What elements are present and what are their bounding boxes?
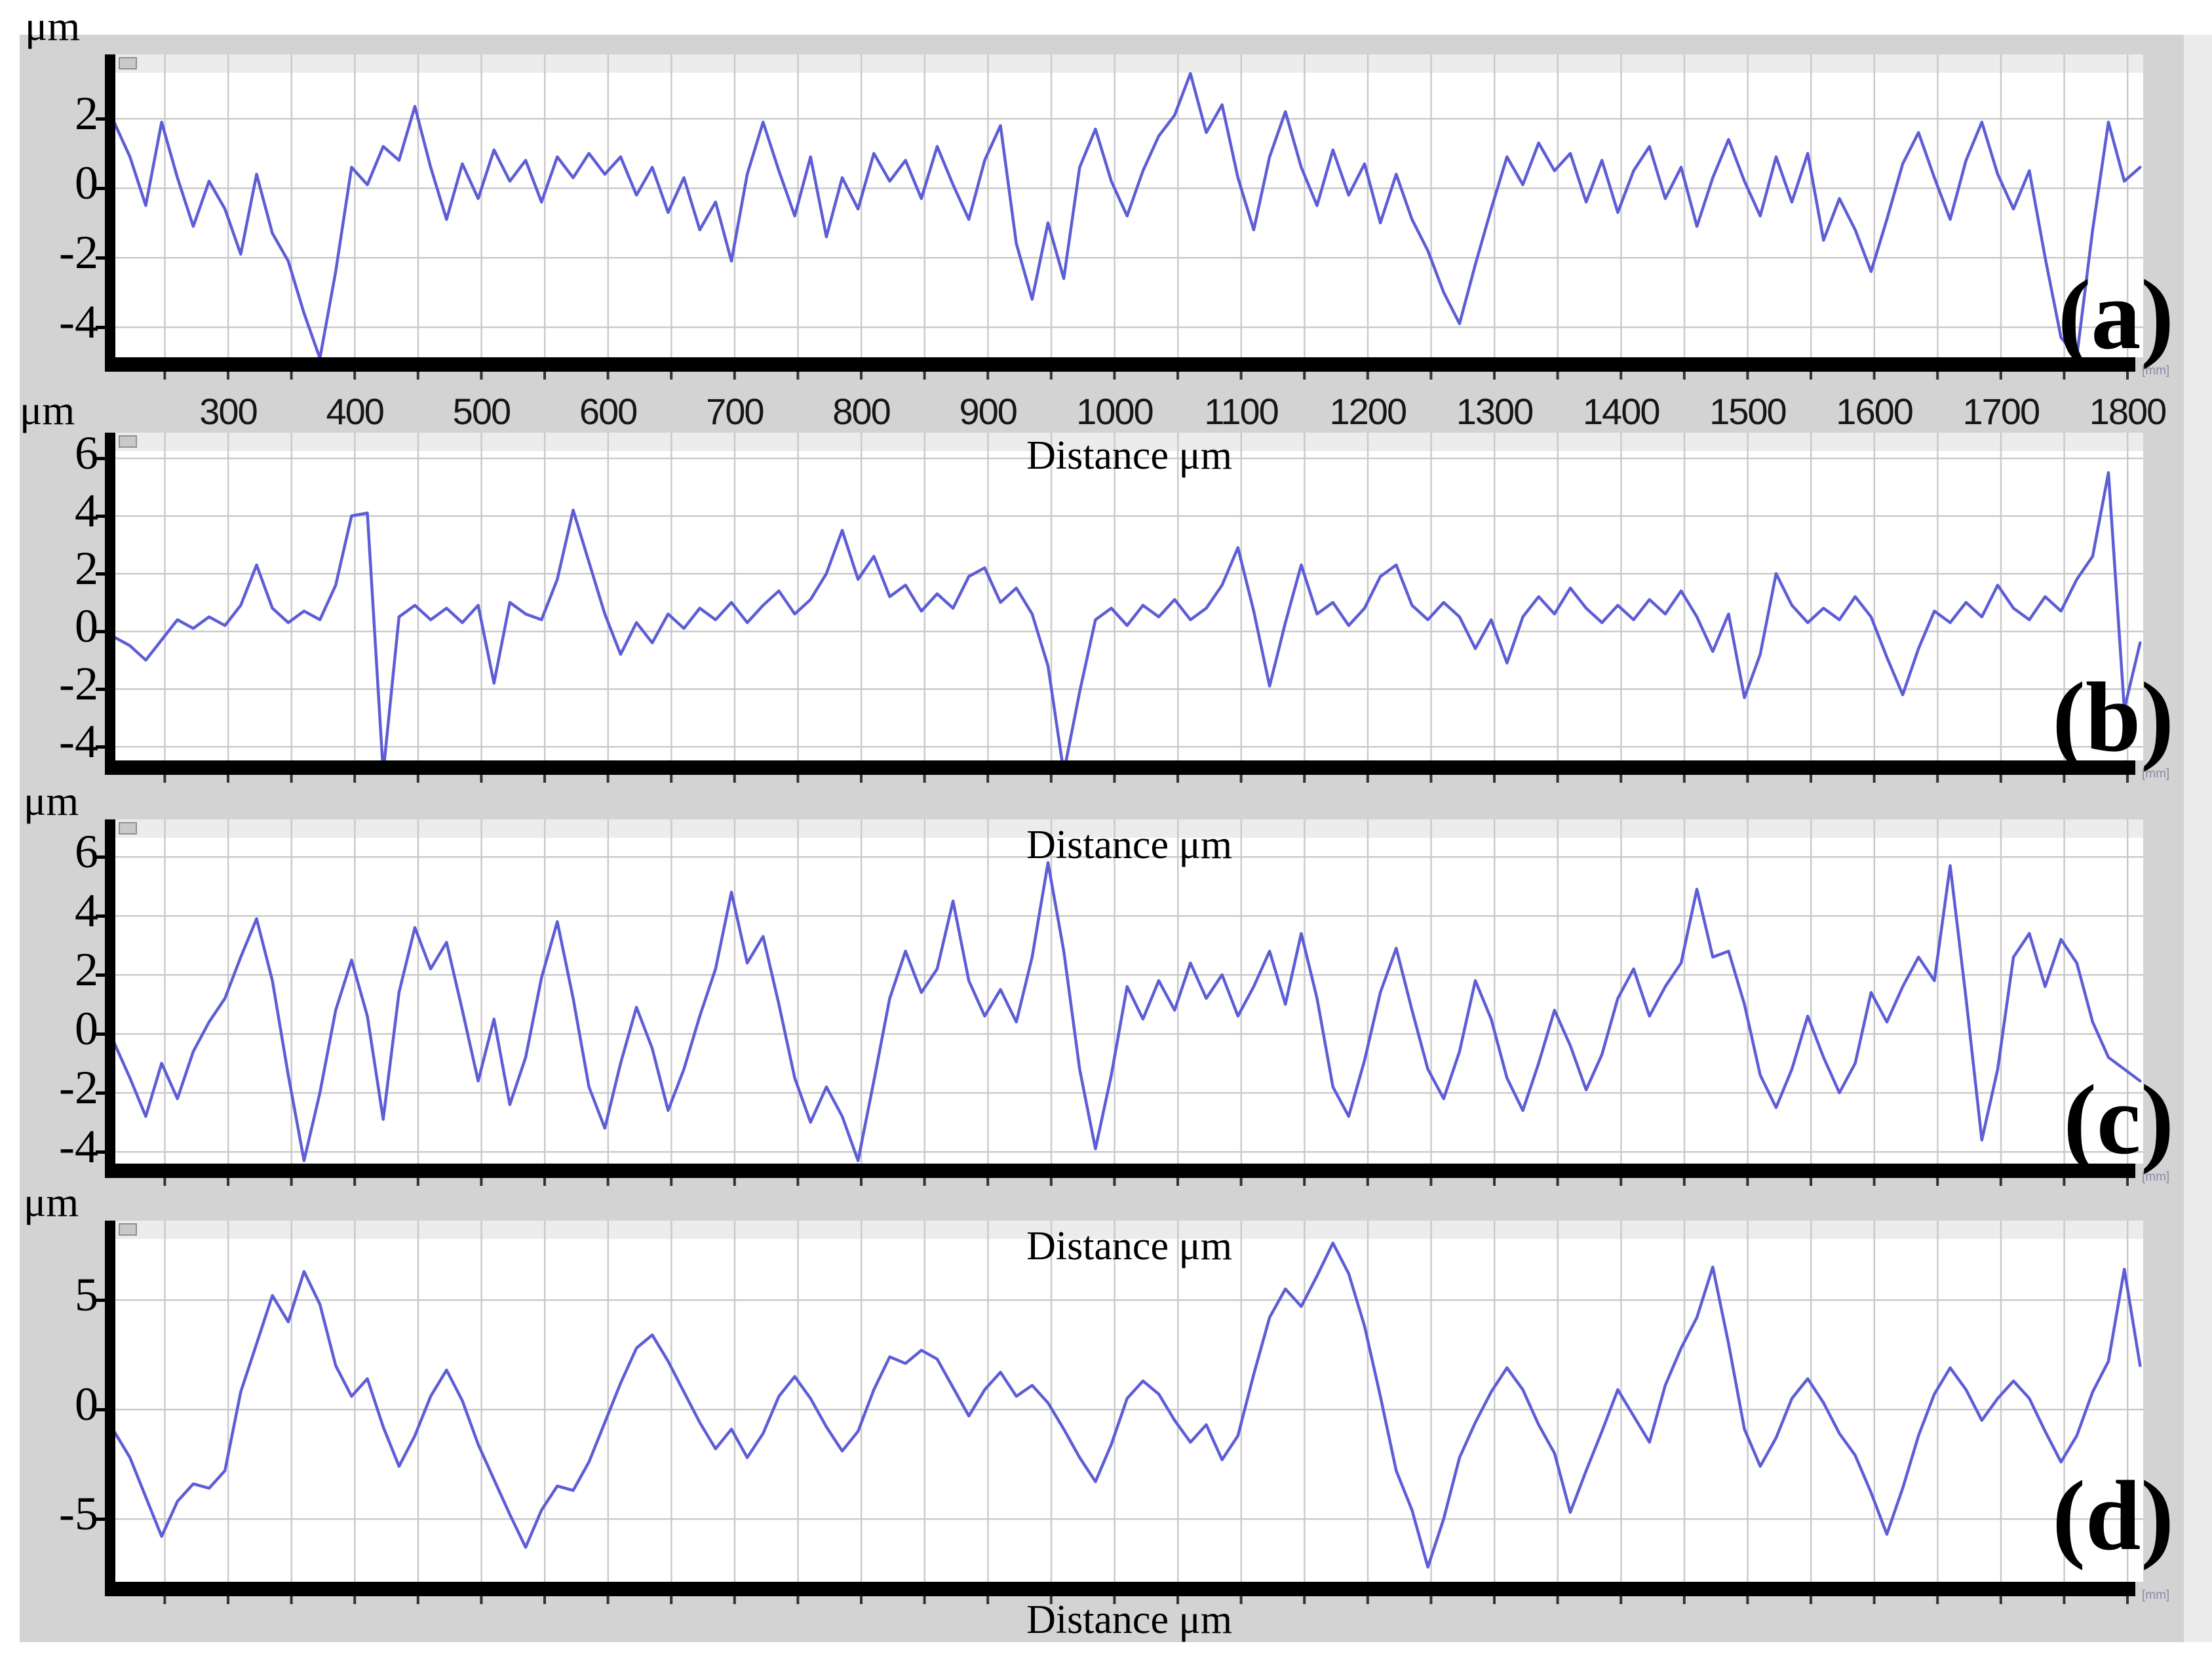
x-tick-label: 600 xyxy=(579,391,638,432)
axis-end-note-panel-d: [mm] xyxy=(2142,1588,2170,1602)
y-unit-label-panel-c: μm xyxy=(24,777,79,824)
plot-corner-handle-icon xyxy=(119,1223,137,1236)
x-tick-label: 1600 xyxy=(1836,391,1914,432)
panel-b xyxy=(96,433,2143,783)
y-tick-label-panel-b: -4 xyxy=(59,715,98,768)
panel-letter-a: (a) xyxy=(2057,260,2174,370)
x-tick-label: 300 xyxy=(199,391,258,432)
y-tick-label-panel-a: -4 xyxy=(59,296,98,348)
panel-letter-d: (d) xyxy=(2052,1461,2174,1571)
profile-trace-a xyxy=(115,71,2142,357)
x-tick-label: 1800 xyxy=(2089,391,2167,432)
panel-letter-b: (b) xyxy=(2052,662,2174,772)
x-tick-label: 900 xyxy=(959,391,1017,432)
panel-letter-c: (c) xyxy=(2063,1065,2174,1175)
profile-trace-b xyxy=(115,471,2142,760)
y-tick-label-panel-d: -5 xyxy=(59,1487,98,1540)
y-tick-label-panel-b: 0 xyxy=(75,600,98,652)
panel-c xyxy=(96,819,2143,1186)
y-unit-label-panel-d: μm xyxy=(24,1179,79,1225)
y-tick-label-panel-a: -2 xyxy=(59,226,98,279)
x-axis-label-panel-d: Distance μm xyxy=(1026,1598,1232,1642)
x-tick-label: 1400 xyxy=(1582,391,1661,432)
y-tick-label-panel-d: 5 xyxy=(75,1268,98,1321)
x-tick-label: 1300 xyxy=(1456,391,1534,432)
plot-corner-handle-icon xyxy=(119,822,137,834)
x-tick-label: 1700 xyxy=(1962,391,2041,432)
x-axis-label-panel-c: Distance μm xyxy=(1026,1224,1232,1268)
x-axis-label-panel-a: Distance μm xyxy=(1026,433,1232,478)
y-tick-label-panel-b: -2 xyxy=(59,658,98,710)
y-tick-label-panel-c: 6 xyxy=(75,825,98,878)
y-tick-label-panel-c: 4 xyxy=(75,884,98,937)
y-tick-label-panel-b: 6 xyxy=(75,427,98,479)
y-tick-label-panel-c: 0 xyxy=(75,1002,98,1055)
y-tick-label-panel-c: -2 xyxy=(59,1061,98,1114)
x-tick-label: 800 xyxy=(832,391,891,432)
y-tick-label-panel-c: 2 xyxy=(75,943,98,996)
y-tick-label-panel-c: -4 xyxy=(59,1120,98,1173)
profile-trace-c xyxy=(115,861,2142,1162)
x-tick-label: 1000 xyxy=(1076,391,1154,432)
panel-a xyxy=(96,54,2143,380)
x-tick-label: 1100 xyxy=(1204,391,1279,432)
y-unit-label-panel-a: μm xyxy=(25,3,81,49)
y-tick-label-panel-a: 0 xyxy=(75,157,98,209)
plot-corner-handle-icon xyxy=(119,435,137,448)
y-tick-label-panel-d: 0 xyxy=(75,1378,98,1430)
y-tick-label-panel-b: 4 xyxy=(75,484,98,537)
x-tick-label: 500 xyxy=(452,391,511,432)
y-unit-label-panel-b: μm xyxy=(20,387,75,433)
x-tick-label: 1500 xyxy=(1709,391,1787,432)
x-tick-label: 400 xyxy=(326,391,384,432)
y-tick-label-panel-b: 2 xyxy=(75,542,98,595)
axis-end-note-panel-b: [mm] xyxy=(2142,767,2170,781)
panel-d xyxy=(96,1221,2143,1604)
axis-end-note-panel-c: [mm] xyxy=(2142,1170,2170,1184)
axis-end-note-panel-a: [mm] xyxy=(2142,364,2170,378)
profile-trace-d xyxy=(115,1241,2142,1569)
x-tick-label: 700 xyxy=(706,391,764,432)
x-axis-label-panel-b: Distance μm xyxy=(1026,823,1232,867)
plot-corner-handle-icon xyxy=(119,57,137,69)
y-tick-label-panel-a: 2 xyxy=(75,87,98,140)
x-tick-label: 1200 xyxy=(1329,391,1408,432)
